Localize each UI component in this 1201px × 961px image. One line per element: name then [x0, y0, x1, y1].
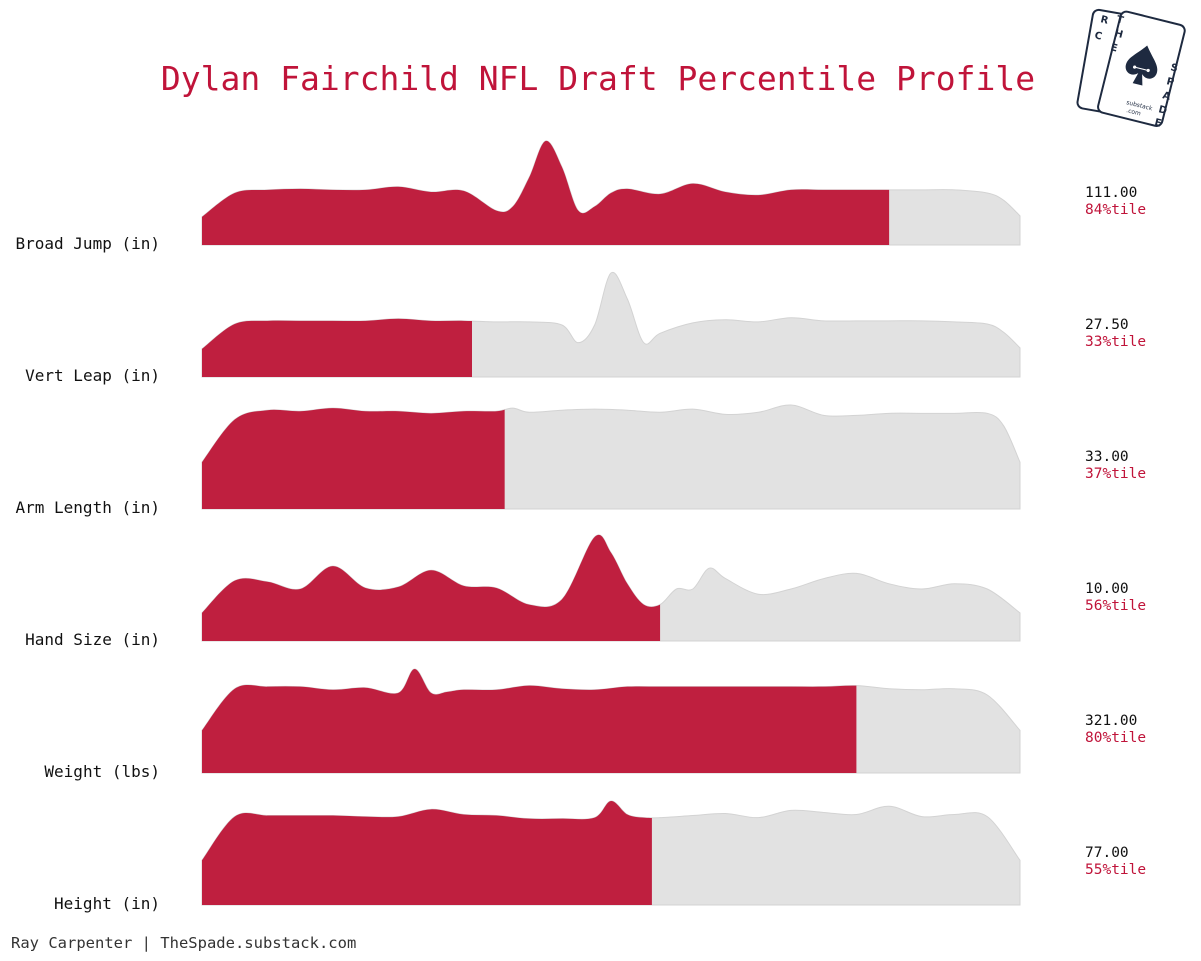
logo-letter: T: [1115, 14, 1124, 26]
metric-value: 27.50: [1085, 317, 1129, 333]
row-label: Vert Leap (in): [25, 366, 160, 385]
the-spade-logo: R C T H E S P A D E substack .com: [1076, 8, 1186, 130]
row-label: Arm Length (in): [16, 498, 161, 517]
metric-percentile: 55%tile: [1085, 862, 1146, 878]
metric-value: 33.00: [1085, 449, 1129, 465]
metric-value: 111.00: [1085, 185, 1137, 201]
logo-letter: D: [1157, 104, 1168, 117]
logo-letter: R: [1099, 14, 1109, 27]
density-highlight: [202, 535, 661, 641]
metric-value: 10.00: [1085, 581, 1129, 597]
metric-percentile: 33%tile: [1085, 334, 1146, 350]
density-highlight: [202, 800, 652, 905]
density-highlight: [202, 140, 890, 245]
logo-letter: A: [1161, 90, 1171, 103]
density-highlight: [202, 408, 505, 509]
metric-value: 77.00: [1085, 845, 1129, 861]
logo-letter: S: [1169, 62, 1179, 74]
row-label: Broad Jump (in): [16, 234, 161, 253]
metric-percentile: 56%tile: [1085, 598, 1146, 614]
footer-credit: Ray Carpenter | TheSpade.substack.com: [11, 934, 356, 952]
logo-letter: C: [1093, 30, 1103, 42]
metric-percentile: 37%tile: [1085, 466, 1146, 482]
row-label: Hand Size (in): [25, 630, 160, 649]
density-highlight: [202, 318, 472, 377]
logo-letter: P: [1165, 76, 1175, 88]
density-highlight: [202, 669, 857, 773]
metric-percentile: 84%tile: [1085, 202, 1146, 218]
spade-line: [1134, 66, 1149, 71]
metric-value: 321.00: [1085, 713, 1137, 729]
chart-title: Dylan Fairchild NFL Draft Percentile Pro…: [161, 59, 1035, 98]
logo-letter: E: [1109, 42, 1118, 54]
row-label: Height (in): [54, 894, 160, 913]
logo-letter: E: [1153, 117, 1162, 129]
logo-letter: H: [1113, 28, 1124, 41]
metric-percentile: 80%tile: [1085, 730, 1146, 746]
spade-icon: [1125, 45, 1158, 86]
row-label: Weight (lbs): [44, 762, 160, 781]
logo-com-text: .com: [1126, 107, 1142, 117]
